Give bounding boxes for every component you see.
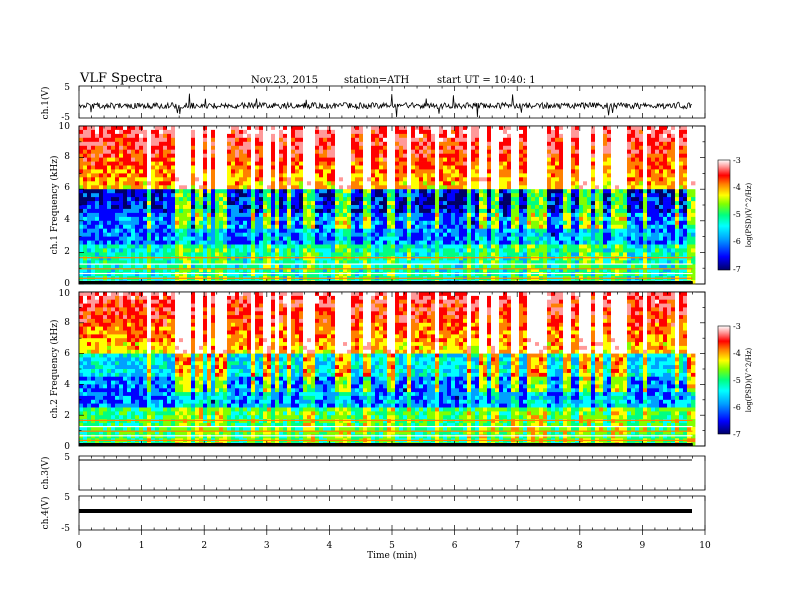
ch1-colorbar [717, 159, 731, 271]
ch2-colorbar [717, 325, 731, 435]
ch1-cbar-tick-m7: -7 [733, 265, 741, 274]
ch1-cbar-tick-m5: -5 [733, 210, 741, 219]
ch2-spec-ytick-6: 6 [64, 349, 70, 359]
ch1-spectrogram-heatmap [79, 126, 696, 285]
x-tick-3: 3 [264, 541, 270, 551]
ch3-wave-ytick-top: 5 [64, 453, 70, 463]
x-tick-0: 0 [76, 541, 82, 551]
ch2-cbar-tick-m7: -7 [733, 430, 741, 439]
ch1-spec-ytick-8: 8 [64, 152, 70, 162]
ch1-spec-ytick-0: 0 [64, 279, 70, 289]
x-tick-9: 9 [640, 541, 646, 551]
x-tick-4: 4 [327, 541, 333, 551]
ch4-wave-ytick-bottom: -5 [61, 524, 70, 534]
x-axis-label: Time (min) [367, 550, 417, 561]
x-tick-10: 10 [699, 541, 711, 551]
x-tick-8: 8 [577, 541, 583, 551]
ch1-spec-ytick-2: 2 [64, 247, 70, 257]
ch2-spectrogram-heatmap [79, 292, 696, 447]
x-tick-6: 6 [452, 541, 458, 551]
ch4-wave-ylabel: ch.4(V) [40, 497, 51, 530]
x-tick-1: 1 [139, 541, 145, 551]
ch2-cbar-tick-m4: -4 [733, 349, 741, 358]
ch2-cbar-tick-m3: -3 [733, 322, 741, 331]
ch4-wave-ytick-top: 5 [64, 493, 70, 503]
ch4-waveform-trace [79, 509, 692, 513]
ch1-cbar-tick-m4: -4 [733, 183, 741, 192]
ch1-spec-ytick-10: 10 [59, 122, 71, 132]
ch1-wave-ylabel: ch.1(V) [40, 87, 51, 120]
ch1-cbar-tick-m3: -3 [733, 156, 741, 165]
x-tick-7: 7 [514, 541, 520, 551]
ch1-cbar-tick-m6: -6 [733, 237, 741, 246]
date-label: Nov.23, 2015 [251, 75, 318, 86]
ch1-spec-ytick-4: 4 [64, 215, 70, 225]
ch1-wave-ytick-bottom: -5 [61, 113, 70, 123]
ch2-cbar-label: log(PSD)(V^2/Hz) [745, 347, 753, 412]
ch2-spec-ytick-4: 4 [64, 380, 70, 390]
figure-title: VLF Spectra [80, 71, 163, 86]
ch2-spec-ytick-10: 10 [59, 289, 71, 299]
ch2-spec-ytick-0: 0 [64, 442, 70, 452]
ch2-cbar-tick-m5: -5 [733, 376, 741, 385]
x-tick-2: 2 [201, 541, 207, 551]
x-tick-5: 5 [389, 541, 395, 551]
ch2-spec-ylabel: ch.2 Frequency (kHz) [49, 320, 60, 419]
ch1-wave-ytick-top: 5 [64, 83, 70, 93]
start-time-label: start UT = 10:40: 1 [437, 75, 536, 86]
ch1-spec-ytick-6: 6 [64, 183, 70, 193]
ch3-waveform-frame [78, 455, 706, 491]
ch1-spec-ylabel: ch.1 Frequency (kHz) [49, 156, 60, 255]
ch2-spec-ytick-8: 8 [64, 318, 70, 328]
station-label: station=ATH [344, 75, 410, 86]
ch1-cbar-label: log(PSD)(V^2/Hz) [745, 182, 753, 247]
ch3-wave-ylabel: ch.3(V) [40, 457, 51, 490]
ch1-waveform-trace [78, 93, 692, 118]
ch2-spec-ytick-2: 2 [64, 411, 70, 421]
ch2-cbar-tick-m6: -6 [733, 403, 741, 412]
